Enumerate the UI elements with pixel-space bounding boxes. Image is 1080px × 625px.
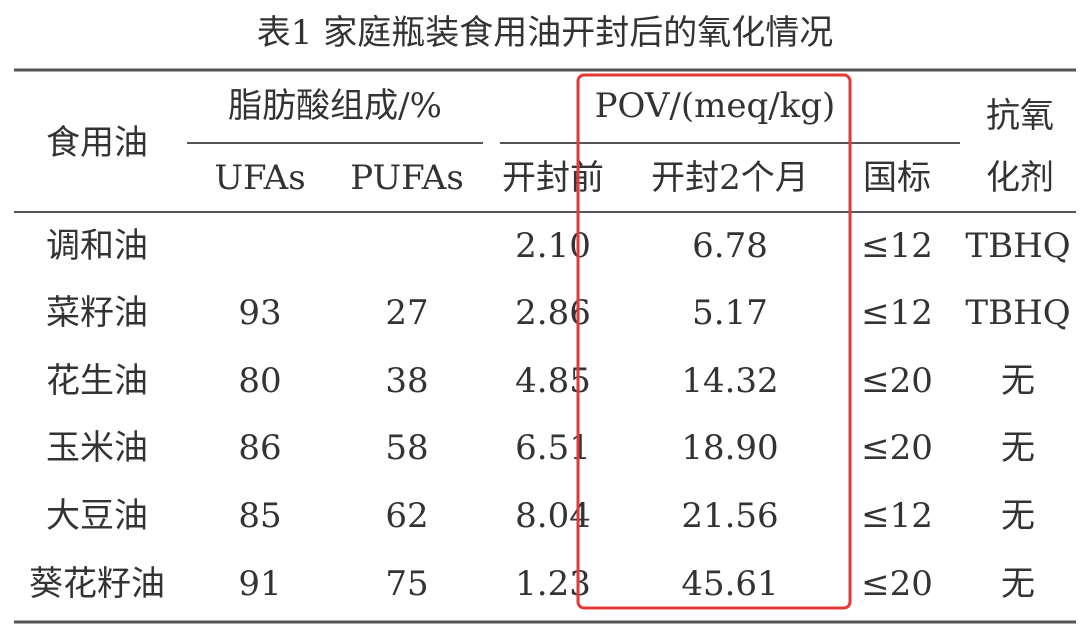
oil-name: 花生油: [46, 361, 148, 401]
oil-name: 调和油: [46, 226, 148, 266]
header-ufas: UFAs: [214, 158, 305, 198]
antioxidant-cell: TBHQ: [965, 226, 1070, 266]
table-title: 表1 家庭瓶装食用油开封后的氧化情况: [257, 13, 833, 53]
antioxidant-cell: TBHQ: [965, 293, 1070, 333]
header-before: 开封前: [502, 158, 604, 198]
standard-cell: ≤12: [861, 226, 933, 266]
ufas-cell: 85: [238, 496, 281, 536]
pov-after-cell: 14.32: [681, 361, 778, 401]
header-standard: 国标: [863, 158, 931, 198]
highlight-box: [576, 73, 852, 610]
standard-cell: ≤12: [861, 496, 933, 536]
oil-name: 葵花籽油: [29, 564, 165, 604]
antioxidant-cell: 无: [1001, 428, 1035, 468]
header-fatty-acid: 脂肪酸组成/%: [228, 86, 442, 126]
header-antioxidant-box: 抗氧化剂: [986, 96, 1054, 198]
pov-after-cell: 5.17: [692, 293, 768, 333]
pufas-cell: 58: [385, 428, 428, 468]
pufas-cell: 62: [385, 496, 428, 536]
pufas-cell: 27: [385, 293, 428, 333]
standard-cell: ≤20: [861, 361, 933, 401]
pov-after-cell: 45.61: [681, 564, 778, 604]
pov-after-cell: 18.90: [681, 428, 778, 468]
standard-cell: ≤20: [861, 564, 933, 604]
header-oil: 食用油: [46, 123, 148, 163]
pov-after-cell: 21.56: [681, 496, 778, 536]
pufas-cell: 75: [385, 564, 428, 604]
header-after: 开封2个月: [651, 158, 809, 198]
ufas-cell: 80: [238, 361, 281, 401]
antioxidant-cell: 无: [1001, 496, 1035, 536]
oil-name: 玉米油: [46, 428, 148, 468]
ufas-cell: 91: [238, 564, 281, 604]
antioxidant-cell: 无: [1001, 361, 1035, 401]
oil-name: 菜籽油: [46, 293, 148, 333]
antioxidant-cell: 无: [1001, 564, 1035, 604]
ufas-cell: 93: [238, 293, 281, 333]
ufas-cell: 86: [238, 428, 281, 468]
pov-after-cell: 6.78: [692, 226, 768, 266]
standard-cell: ≤20: [861, 428, 933, 468]
pufas-cell: 38: [385, 361, 428, 401]
header-pufas: PUFAs: [350, 158, 464, 198]
header-antioxidant: 抗氧化剂: [986, 96, 1054, 198]
standard-cell: ≤12: [861, 293, 933, 333]
header-pov: POV/(meq/kg): [595, 86, 836, 126]
oil-name: 大豆油: [46, 496, 148, 536]
